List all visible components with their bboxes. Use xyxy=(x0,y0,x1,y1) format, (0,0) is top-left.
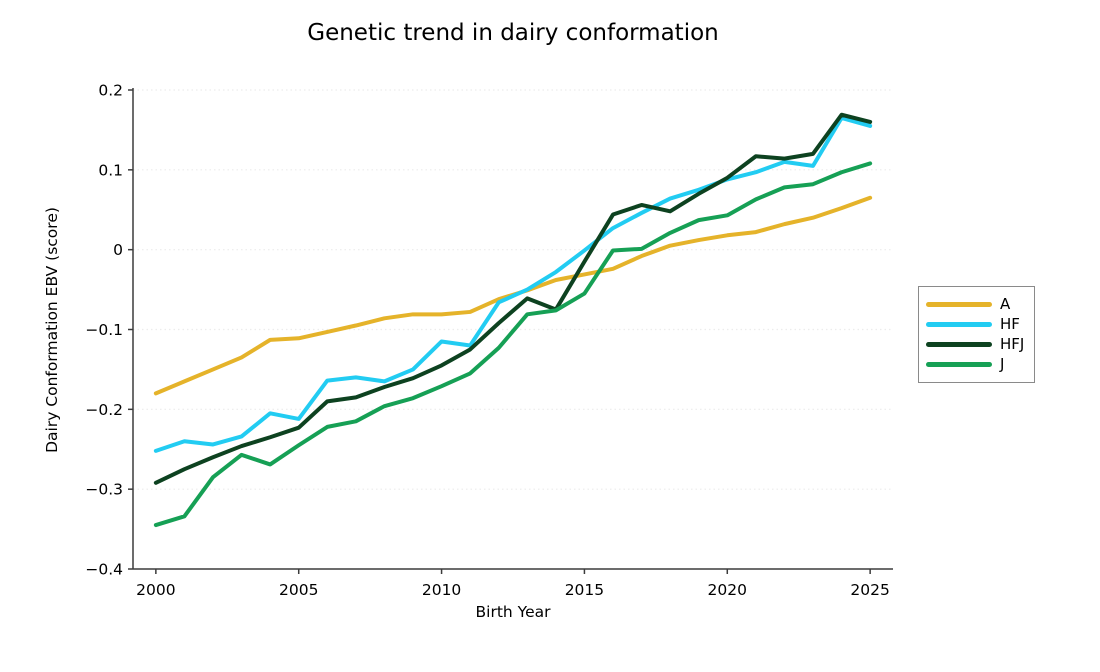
x-axis-label: Birth Year xyxy=(475,603,551,621)
legend-swatch-HFJ xyxy=(926,342,992,347)
series-line-HFJ xyxy=(153,112,873,485)
x-tick-label: 2020 xyxy=(708,581,747,599)
chart-title: Genetic trend in dairy conformation xyxy=(307,20,719,46)
legend-swatch-J xyxy=(926,362,992,367)
series-line-J xyxy=(153,161,873,528)
x-tick-label: 2010 xyxy=(422,581,461,599)
legend-label: J xyxy=(1000,355,1005,373)
y-axis-label: Dairy Conformation EBV (score) xyxy=(43,207,61,453)
legend-swatch-A xyxy=(926,302,992,307)
legend-row-J: J xyxy=(926,357,1034,373)
legend: A HF HFJ J xyxy=(918,286,1035,383)
legend-swatch-HF xyxy=(926,322,992,327)
series-line-HF xyxy=(153,115,873,453)
x-tick-label: 2015 xyxy=(565,581,604,599)
x-tick-label: 2025 xyxy=(850,581,889,599)
y-tick-label: 0.1 xyxy=(98,161,123,179)
legend-row-A: A xyxy=(926,297,1034,313)
y-tick-label: 0 xyxy=(113,241,123,259)
legend-row-HFJ: HFJ xyxy=(926,337,1034,353)
x-tick-label: 2005 xyxy=(279,581,318,599)
legend-label: HFJ xyxy=(1000,335,1025,353)
y-tick-label: −0.3 xyxy=(85,481,123,499)
x-tick-label: 2000 xyxy=(136,581,175,599)
legend-label: A xyxy=(1000,295,1011,313)
y-tick-label: −0.4 xyxy=(85,561,123,579)
legend-label: HF xyxy=(1000,315,1020,333)
y-tick-label: 0.2 xyxy=(98,82,123,100)
y-tick-label: −0.2 xyxy=(85,401,123,419)
y-tick-label: −0.1 xyxy=(85,321,123,339)
legend-row-HF: HF xyxy=(926,317,1034,333)
